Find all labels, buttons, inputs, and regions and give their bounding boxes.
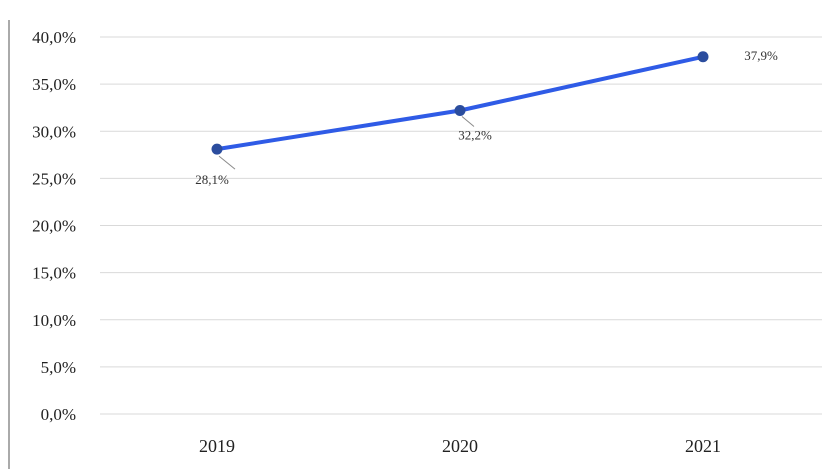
y-tick-label: 30,0%	[32, 122, 76, 141]
data-point	[454, 105, 466, 117]
data-labels: 28,1% 32,2% 37,9%	[195, 48, 778, 187]
x-tick-label: 2019	[199, 436, 235, 456]
leader-line	[461, 116, 475, 127]
leader-line	[218, 155, 236, 170]
gridlines	[8, 20, 822, 469]
y-tick-label: 40,0%	[32, 28, 76, 47]
data-point	[211, 143, 223, 155]
y-tick-label: 5,0%	[41, 358, 76, 377]
series-1	[211, 51, 709, 155]
y-tick-label: 15,0%	[32, 264, 76, 283]
y-tick-label: 25,0%	[32, 169, 76, 188]
data-label: 37,9%	[744, 48, 778, 63]
data-point	[697, 51, 709, 63]
y-tick-label: 20,0%	[32, 217, 76, 236]
data-label: 32,2%	[458, 128, 492, 143]
x-axis-tick-labels: 2019 2020 2021	[199, 436, 721, 456]
y-axis-tick-labels: 0,0% 5,0% 10,0% 15,0% 20,0% 25,0% 30,0% 35,0% 40…	[32, 28, 76, 424]
x-tick-label: 2020	[442, 436, 478, 456]
x-tick-label: 2021	[685, 436, 721, 456]
y-tick-label: 10,0%	[32, 311, 76, 330]
y-tick-label: 0,0%	[41, 405, 76, 424]
data-label: 28,1%	[195, 172, 229, 187]
y-tick-label: 35,0%	[32, 75, 76, 94]
